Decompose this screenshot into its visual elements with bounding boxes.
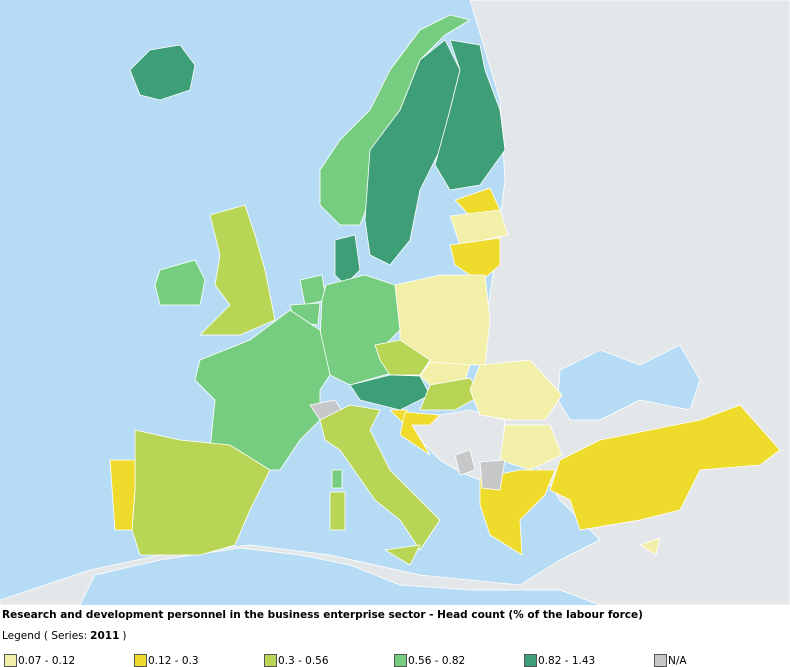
country [434,39,506,191]
country [319,404,441,551]
country [449,237,501,283]
country [374,339,431,376]
country [419,377,483,411]
country [154,259,206,306]
map-title: Research and development personnel in th… [2,609,643,621]
legend-suffix: ) [122,630,127,642]
legend-label: 0.56 - 0.82 [408,654,466,667]
legend-swatch [654,654,667,667]
legend-swatch [4,654,17,667]
legend-label: N/A [668,654,687,667]
map [0,0,790,605]
country [334,234,361,286]
legend-item: N/A [654,654,687,667]
legend-label: 0.3 - 0.56 [278,654,329,667]
country [454,449,476,476]
legend-item: 0.12 - 0.3 [134,654,199,667]
country [109,459,136,531]
legend-series: 2011 [90,630,120,642]
country [194,309,331,471]
legend-swatch [134,654,147,667]
country [399,411,441,456]
country [449,209,509,246]
legend-prefix: Legend ( Series: [2,630,88,642]
country [479,469,556,556]
legend-item: 0.3 - 0.56 [264,654,329,667]
legend-swatch [264,654,277,667]
country [331,469,343,489]
country [199,204,276,336]
country [499,424,563,471]
legend-item: 0.82 - 1.43 [524,654,595,667]
legend-item: 0.07 - 0.12 [4,654,75,667]
legend-swatch [524,654,537,667]
country [129,44,196,101]
black-sea [557,344,701,421]
country [469,359,563,421]
country [549,404,781,531]
country [479,459,506,491]
legend-label: 0.82 - 1.43 [538,654,596,667]
legend-caption: Legend ( Series: 2011) [2,630,127,642]
country [383,544,421,566]
legend-label: 0.12 - 0.3 [148,654,199,667]
legend-label: 0.07 - 0.12 [18,654,76,667]
country [329,491,346,531]
legend-item: 0.56 - 0.82 [394,654,465,667]
legend-swatch [394,654,407,667]
country [639,537,661,556]
